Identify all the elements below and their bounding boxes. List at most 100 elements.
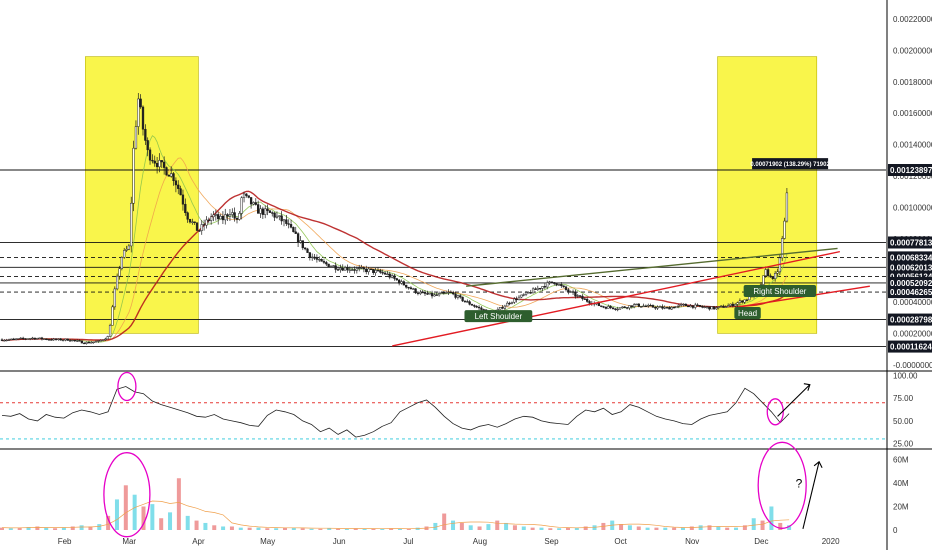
candle-body-222 (522, 294, 525, 296)
candle-body-134 (315, 258, 319, 260)
candle-body-325 (764, 269, 767, 276)
level-label-3: 0.00068334 (890, 253, 932, 262)
candle-body-2 (5, 339, 8, 342)
candle-body-73 (172, 173, 175, 181)
candle-body-132 (311, 256, 314, 259)
candle-body-17 (40, 337, 44, 340)
volume-bar-39 (344, 528, 349, 530)
candle-body-68 (160, 160, 163, 163)
volume-bar-49 (433, 522, 438, 530)
volume-bar-19 (168, 512, 173, 530)
level-label-box-1 (888, 164, 932, 177)
candle-body-193 (454, 293, 457, 298)
volume-bar-29 (256, 527, 261, 530)
candle-body-258 (607, 306, 610, 309)
candle-body-129 (304, 247, 307, 250)
volume-bar-12 (106, 515, 111, 530)
candle-body-137 (322, 261, 326, 263)
candle-body-249 (586, 298, 589, 302)
candle-body-166 (390, 275, 394, 278)
candle-body-72 (170, 173, 173, 177)
candle-body-102 (240, 197, 243, 214)
candle-body-125 (294, 231, 297, 234)
candle-body-300 (705, 306, 709, 308)
volume-bar-65 (574, 527, 579, 530)
volume-bar-72 (636, 526, 641, 530)
candle-body-26 (61, 339, 65, 342)
candle-body-289 (680, 304, 683, 306)
candle-body-85 (200, 224, 203, 231)
candle-body-195 (459, 295, 462, 298)
volume-arrow-shaft (802, 461, 820, 529)
volume-bar-73 (645, 527, 650, 530)
candle-body-169 (398, 279, 401, 284)
candle-body-186 (437, 293, 441, 296)
volume-tick-label: 0 (893, 526, 898, 535)
volume-arrow-head (813, 460, 823, 469)
candle-body-247 (581, 295, 584, 300)
candle-body-149 (351, 269, 354, 271)
volume-tick-label: 60M (893, 455, 909, 464)
candle-body-14 (33, 337, 37, 340)
volume-bar-36 (318, 528, 323, 530)
candle-body-248 (583, 298, 586, 300)
candle-body-53 (125, 248, 128, 251)
volume-bar-3 (26, 527, 31, 530)
candle-body-175 (412, 288, 415, 290)
rsi-circle-early (117, 371, 137, 402)
candle-body-135 (318, 259, 321, 261)
volume-bar-52 (459, 522, 464, 530)
month-label-sep: Sep (544, 537, 559, 546)
level-label-box-9 (888, 340, 932, 353)
candle-body-182 (428, 292, 431, 295)
candle-body-184 (433, 294, 436, 297)
volume-bar-58 (512, 525, 517, 530)
rsi-arrow-shaft (777, 384, 811, 417)
candle-body-269 (633, 304, 636, 308)
candle-body-218 (513, 298, 516, 303)
candle-body-128 (301, 240, 304, 249)
candle-body-4 (10, 338, 13, 340)
candle-body-127 (299, 240, 302, 243)
moving-average-3 (1, 190, 788, 342)
volume-bar-37 (327, 528, 332, 530)
level-label-box-8 (888, 313, 932, 326)
candle-body-124 (292, 227, 295, 233)
candle-body-244 (574, 292, 577, 297)
candle-body-217 (510, 302, 514, 304)
candle-body-309 (727, 305, 730, 308)
candle-body-284 (668, 307, 671, 310)
pattern-label-box-1 (464, 310, 533, 323)
candle-body-245 (576, 295, 579, 297)
level-label-1: 0.00123897 (890, 166, 932, 175)
month-label-feb: Feb (58, 537, 72, 546)
candle-body-3 (7, 339, 11, 341)
volume-bar-45 (397, 528, 402, 530)
volume-bar-44 (389, 528, 394, 530)
candle-body-42 (99, 340, 102, 342)
candle-body-176 (414, 288, 417, 293)
month-label-oct: Oct (614, 537, 627, 546)
volume-bar-1 (8, 528, 13, 530)
candle-body-63 (148, 149, 152, 161)
candle-body-294 (691, 305, 695, 308)
candle-body-298 (701, 306, 704, 308)
candle-body-44 (104, 338, 107, 341)
candle-body-230 (541, 286, 544, 289)
volume-bar-81 (716, 526, 721, 530)
volume-bar-87 (769, 506, 774, 530)
volume-bar-79 (698, 525, 703, 530)
month-label-mar: Mar (122, 537, 136, 546)
candle-body-91 (214, 214, 217, 216)
candle-body-153 (360, 267, 363, 269)
candle-body-226 (531, 288, 535, 294)
candle-body-201 (473, 305, 476, 307)
volume-tick-label: 20M (893, 502, 909, 511)
volume-bar-20 (176, 478, 181, 530)
candle-body-80 (188, 219, 192, 223)
candle-body-256 (602, 306, 605, 308)
candle-body-187 (440, 292, 443, 294)
pattern-label-2: Head (738, 309, 757, 318)
candle-body-24 (57, 338, 60, 340)
